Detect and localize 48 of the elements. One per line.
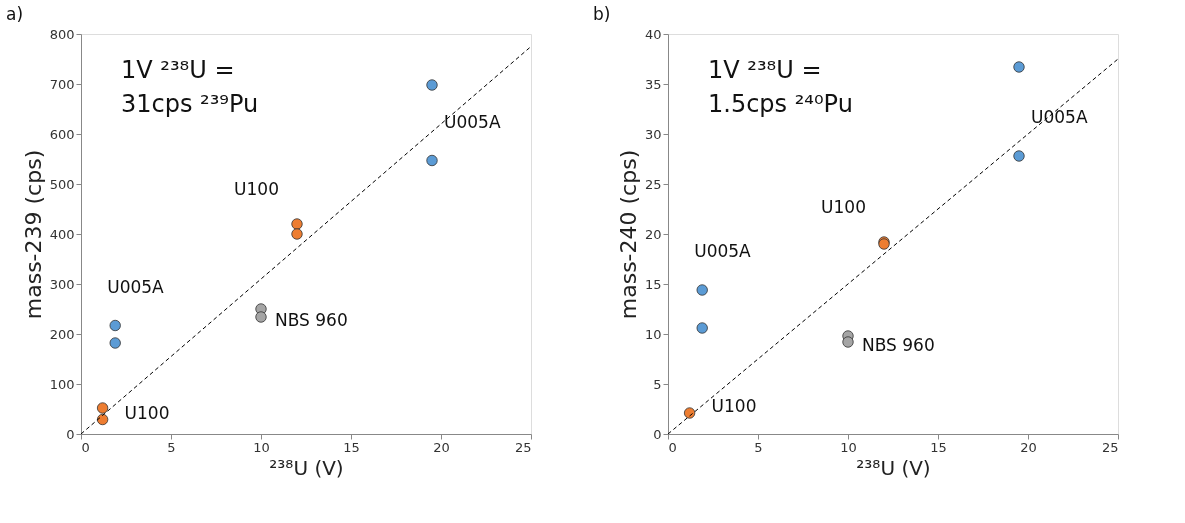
x-axis-title: ²³⁸U (V) xyxy=(269,455,344,480)
y-axis-title: mass-240 (cps) xyxy=(615,149,641,320)
y-tick-label: 25 xyxy=(644,176,662,192)
y-tick-label: 0 xyxy=(66,426,75,442)
y-tick-label: 10 xyxy=(644,326,662,342)
annotation: U005A xyxy=(444,111,501,132)
x-tick-label: 20 xyxy=(1020,439,1037,455)
y-tick-label: 20 xyxy=(644,226,662,242)
y-tick-label: 0 xyxy=(653,426,662,442)
y-tick-label: 30 xyxy=(644,126,662,142)
x-tick-label: 0 xyxy=(668,439,677,455)
annotation: U100 xyxy=(124,402,170,423)
annotation: U100 xyxy=(821,197,866,217)
chart-title: b) xyxy=(593,4,611,24)
x-tick-label: 10 xyxy=(253,439,270,455)
y-tick-label: 15 xyxy=(644,276,662,292)
y-tick-label: 100 xyxy=(49,376,75,392)
annotation: U005A xyxy=(694,241,752,261)
y-tick-label: 40 xyxy=(644,26,662,42)
annotation: U100 xyxy=(234,179,279,199)
annotation: 1V ²³⁸U = 1.5cps ²⁴⁰Pu xyxy=(708,56,853,118)
y-tick-label: 200 xyxy=(49,326,75,342)
y-tick-label: 600 xyxy=(49,126,75,142)
x-axis-title: ²³⁸U (V) xyxy=(856,455,931,480)
annotation: NBS 960 xyxy=(275,310,348,330)
y-tick-label: 700 xyxy=(49,76,75,92)
y-tick-label: 300 xyxy=(49,276,75,292)
annotation: U005A xyxy=(107,276,165,297)
annotation: 1V ²³⁸U = 31cps ²³⁹Pu xyxy=(121,56,259,118)
x-tick-label: 25 xyxy=(514,439,532,455)
y-tick-label: 800 xyxy=(49,26,75,42)
x-tick-label: 15 xyxy=(343,439,360,455)
x-tick-label: 0 xyxy=(81,439,90,455)
x-tick-label: 10 xyxy=(840,439,857,455)
y-tick-label: 5 xyxy=(653,376,662,392)
y-tick-label: 400 xyxy=(49,226,75,242)
x-tick-label: 25 xyxy=(1101,439,1119,455)
annotation: U100 xyxy=(711,396,757,416)
y-tick-label: 500 xyxy=(49,176,75,192)
x-tick-label: 20 xyxy=(433,439,450,455)
y-tick-label: 35 xyxy=(644,76,662,92)
annotation: U005A xyxy=(1031,107,1088,127)
annotation: NBS 960 xyxy=(862,335,935,355)
x-tick-label: 5 xyxy=(754,439,763,455)
y-axis-title: mass-239 (cps) xyxy=(20,149,46,320)
x-tick-label: 5 xyxy=(167,439,176,455)
x-tick-label: 15 xyxy=(930,439,947,455)
chart-title: a) xyxy=(6,4,24,24)
